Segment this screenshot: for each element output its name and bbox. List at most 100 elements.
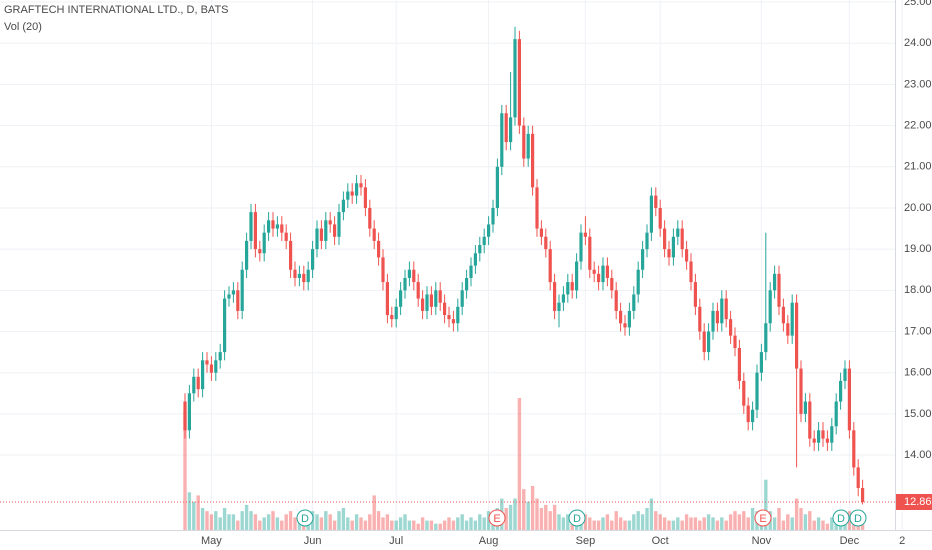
candle-body xyxy=(337,212,341,237)
volume-bar xyxy=(592,520,596,530)
candle-body xyxy=(205,360,209,365)
volume-bar xyxy=(354,514,359,530)
y-tick-label: 23.00 xyxy=(904,78,932,90)
volume-bar xyxy=(218,517,222,530)
candle-body xyxy=(597,273,601,283)
candle-body xyxy=(830,426,834,443)
candle-body xyxy=(227,294,231,299)
candle-body xyxy=(385,282,389,316)
volume-label: Vol (20) xyxy=(4,21,42,33)
x-tick-label: Aug xyxy=(479,535,499,547)
candle-body xyxy=(416,282,420,299)
candle-body xyxy=(509,117,513,143)
candle-body xyxy=(641,249,645,270)
volume-bar xyxy=(808,511,812,530)
candle-body xyxy=(544,236,548,250)
volume-bar xyxy=(438,523,442,530)
candle-body xyxy=(654,195,658,208)
candle-body xyxy=(258,249,262,254)
volume-bar xyxy=(627,520,632,530)
volume-bar xyxy=(222,508,227,530)
x-tick-label: Oct xyxy=(652,535,669,547)
volume-bar xyxy=(337,511,341,530)
candle-body xyxy=(236,290,240,311)
candle-body xyxy=(742,380,746,406)
candle-body xyxy=(861,487,865,502)
y-tick-label: 16.00 xyxy=(904,367,932,379)
candle-body xyxy=(667,249,671,258)
volume-bar xyxy=(196,495,200,530)
volume-bar xyxy=(539,508,544,530)
volume-bar xyxy=(618,517,623,530)
candle-body xyxy=(495,166,499,208)
candle-body xyxy=(553,282,557,311)
event-marker xyxy=(488,509,506,527)
volume-bar xyxy=(192,501,196,530)
volume-bar xyxy=(420,517,425,530)
volume-bar xyxy=(240,511,244,530)
volume-bar xyxy=(794,498,799,530)
volume-bar xyxy=(561,517,566,530)
candle-body xyxy=(588,236,592,270)
candle-body xyxy=(698,306,702,332)
candle-body xyxy=(315,228,319,250)
candle-body xyxy=(614,290,618,311)
candle-body xyxy=(680,228,684,250)
candle-body xyxy=(663,228,667,250)
volume-bar xyxy=(676,517,680,530)
candle-body xyxy=(421,298,425,311)
candle-body xyxy=(245,240,249,270)
volume-bar xyxy=(786,514,790,530)
volume-bar xyxy=(698,520,702,530)
volume-bar xyxy=(332,520,337,530)
candle-body xyxy=(786,323,790,336)
candle-body xyxy=(399,290,403,307)
candle-body xyxy=(843,368,847,381)
y-tick-label: 15.00 xyxy=(904,408,932,420)
volume-bar xyxy=(530,486,535,530)
event-marker xyxy=(832,509,850,527)
candle-body xyxy=(729,319,733,336)
y-tick-label: 22.00 xyxy=(904,120,932,132)
candle-body xyxy=(350,191,354,196)
volume-bar xyxy=(482,517,486,530)
candle-body xyxy=(856,467,860,488)
candle-body xyxy=(601,265,605,283)
volume-bar xyxy=(478,514,482,530)
candle-body xyxy=(707,331,711,353)
volume-bar xyxy=(689,517,693,530)
candle-body xyxy=(803,401,807,414)
candle-body xyxy=(381,257,385,283)
volume-bar xyxy=(799,508,803,530)
candle-body xyxy=(645,232,649,250)
candle-body xyxy=(746,405,750,423)
candle-body xyxy=(390,315,394,320)
volume-bar xyxy=(702,517,706,530)
candle-body xyxy=(478,245,482,254)
x-tick-label: Nov xyxy=(752,535,772,547)
candle-body xyxy=(720,298,724,324)
volume-bar xyxy=(288,511,293,530)
volume-bar xyxy=(552,504,557,530)
volume-bar xyxy=(266,514,271,530)
volume-bar xyxy=(671,520,676,530)
volume-bar xyxy=(368,514,372,530)
candle-body xyxy=(817,430,821,443)
volume-bar xyxy=(447,517,451,530)
candle-body xyxy=(333,224,337,237)
candle-body xyxy=(834,401,838,427)
candle-body xyxy=(812,438,816,443)
candle-body xyxy=(377,240,381,258)
volume-bar xyxy=(376,511,381,530)
y-tick-label: 14.00 xyxy=(904,449,932,461)
volume-bar xyxy=(596,520,601,530)
volume-bar xyxy=(570,520,574,530)
event-label: E xyxy=(759,513,766,525)
last-price-label: 12.86 xyxy=(904,496,932,508)
candle-body xyxy=(482,236,486,246)
volume-bar xyxy=(390,520,394,530)
candle-body xyxy=(676,228,680,237)
candle-body xyxy=(284,232,288,241)
volume-bar xyxy=(297,520,302,530)
candle-body xyxy=(355,183,359,196)
